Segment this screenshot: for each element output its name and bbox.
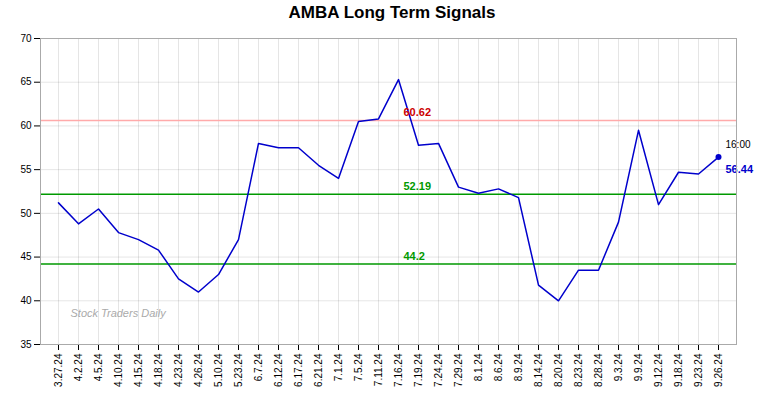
svg-text:8.6.24: 8.6.24	[493, 353, 504, 381]
svg-text:Stock Traders Daily: Stock Traders Daily	[71, 307, 168, 319]
svg-text:4.2.24: 4.2.24	[73, 353, 84, 381]
svg-text:8.20.24: 8.20.24	[553, 353, 564, 387]
svg-text:4.26.24: 4.26.24	[193, 353, 204, 387]
svg-text:6.21.24: 6.21.24	[313, 353, 324, 387]
svg-text:60.62: 60.62	[404, 106, 432, 118]
svg-text:9.9.24: 9.9.24	[633, 353, 644, 381]
svg-text:50: 50	[20, 208, 32, 219]
svg-text:45: 45	[20, 251, 32, 262]
svg-text:7.19.24: 7.19.24	[413, 353, 424, 387]
svg-text:60: 60	[20, 120, 32, 131]
svg-text:4.18.24: 4.18.24	[153, 353, 164, 387]
svg-text:7.11.24: 7.11.24	[373, 353, 384, 386]
svg-text:16:00: 16:00	[726, 139, 751, 150]
svg-text:44.2: 44.2	[404, 250, 425, 262]
svg-text:9.23.24: 9.23.24	[693, 353, 704, 387]
svg-text:7.16.24: 7.16.24	[393, 353, 404, 387]
svg-text:6.7.24: 6.7.24	[253, 353, 264, 381]
svg-text:6.17.24: 6.17.24	[293, 353, 304, 387]
svg-text:65: 65	[20, 76, 32, 87]
svg-text:35: 35	[20, 339, 32, 350]
svg-text:7.5.24: 7.5.24	[353, 353, 364, 381]
svg-text:9.12.24: 9.12.24	[653, 353, 664, 387]
svg-text:7.29.24: 7.29.24	[453, 353, 464, 387]
svg-text:9.26.24: 9.26.24	[713, 353, 724, 387]
svg-text:8.1.24: 8.1.24	[473, 353, 484, 381]
svg-text:7.24.24: 7.24.24	[433, 353, 444, 387]
svg-text:4.23.24: 4.23.24	[173, 353, 184, 387]
svg-text:6.12.24: 6.12.24	[273, 353, 284, 387]
svg-text:56.44: 56.44	[726, 163, 754, 175]
svg-text:8.23.24: 8.23.24	[573, 353, 584, 387]
svg-text:9.3.24: 9.3.24	[613, 353, 624, 381]
svg-text:5.23.24: 5.23.24	[233, 353, 244, 387]
svg-text:70: 70	[20, 33, 32, 44]
svg-text:4.10.24: 4.10.24	[113, 353, 124, 387]
svg-text:52.19: 52.19	[404, 180, 432, 192]
svg-text:9.18.24: 9.18.24	[673, 353, 684, 387]
html-text:AMBA Long Term Signals: AMBA Long Term Signals	[288, 3, 496, 22]
svg-text:8.9.24: 8.9.24	[513, 353, 524, 381]
svg-text:8.28.24: 8.28.24	[593, 353, 604, 387]
svg-text:4.15.24: 4.15.24	[133, 353, 144, 387]
svg-text:40: 40	[20, 295, 32, 306]
svg-text:55: 55	[20, 164, 32, 175]
svg-text:7.1.24: 7.1.24	[333, 353, 344, 381]
svg-text:4.5.24: 4.5.24	[93, 353, 104, 381]
svg-text:3.27.24: 3.27.24	[53, 353, 64, 387]
svg-text:5.10.24: 5.10.24	[213, 353, 224, 387]
svg-text:8.14.24: 8.14.24	[533, 353, 544, 387]
